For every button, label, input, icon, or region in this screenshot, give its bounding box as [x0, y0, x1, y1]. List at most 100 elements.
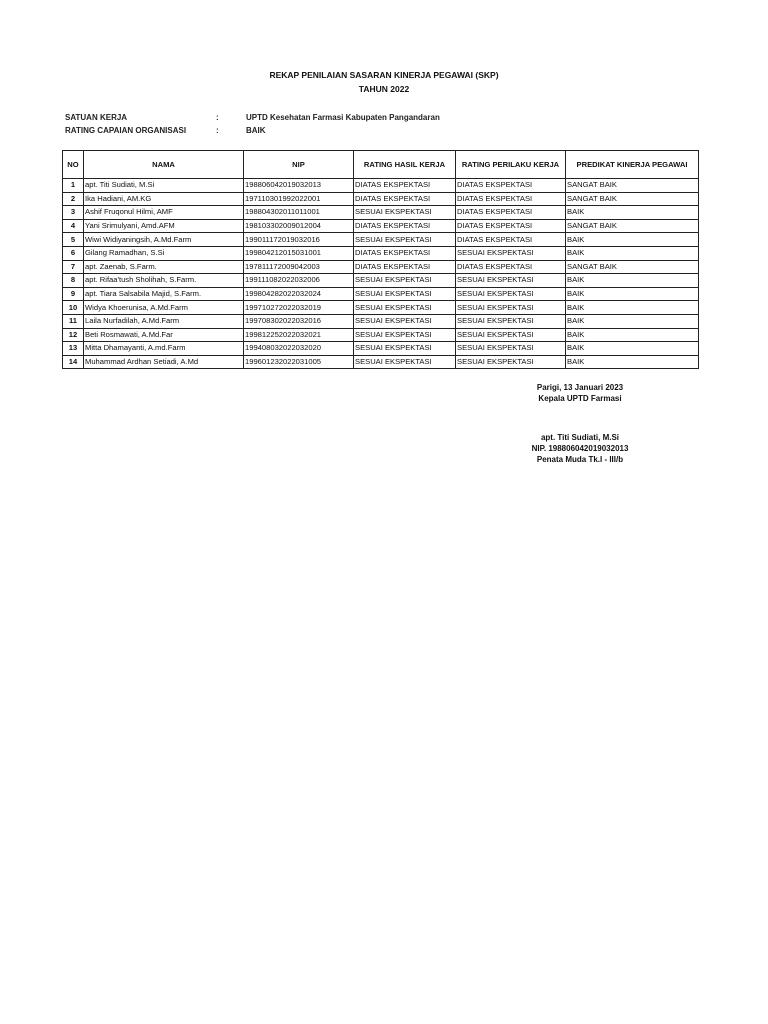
- cell-rating-perilaku-kerja: DIATAS EKSPEKTASI: [455, 259, 566, 275]
- header-rating-perilaku-kerja: RATING PERILAKU KERJA: [455, 150, 566, 179]
- info-value-satuan-kerja: UPTD Kesehatan Farmasi Kabupaten Pangand…: [246, 113, 440, 122]
- table-row: 13 Mitta Dhamayanti, A.md.Farm 19940803202…: [62, 341, 699, 356]
- cell-nama: apt. Tiara Salsabila Majid, S.Farm.: [83, 286, 244, 302]
- cell-rating-perilaku-kerja: SESUAI EKSPEKTASI: [455, 313, 566, 329]
- cell-rating-hasil-kerja: SESUAI EKSPEKTASI: [353, 232, 456, 247]
- cell-nama: apt. Rifaa'tush Sholihah, S.Farm.: [83, 273, 244, 288]
- cell-no: 7: [62, 259, 84, 275]
- cell-no: 10: [62, 300, 84, 315]
- header-nip: NIP: [243, 150, 354, 179]
- cell-predikat: BAIK: [565, 341, 699, 356]
- cell-rating-perilaku-kerja: DIATAS EKSPEKTASI: [455, 205, 566, 220]
- signature-name: apt. Titi Sudiati, M.Si: [540, 433, 620, 442]
- cell-predikat: BAIK: [565, 286, 699, 302]
- cell-nip: 199710272022032019: [243, 300, 354, 315]
- cell-rating-hasil-kerja: SESUAI EKSPEKTASI: [353, 354, 456, 370]
- table-row: 7 apt. Zaenab, S.Farm. 197811172009042003 D…: [62, 259, 699, 275]
- cell-no: 14: [62, 354, 84, 370]
- signature-nip: NIP. 198806042019032013: [531, 444, 629, 453]
- cell-predikat: BAIK: [565, 327, 699, 343]
- table-row: 12 Beti Rosmawati, A.Md.Far 19981225202203…: [62, 327, 699, 343]
- cell-nip: 198806042019032013: [243, 178, 354, 193]
- cell-nama: Mitta Dhamayanti, A.md.Farm: [83, 341, 244, 356]
- info-value-rating-organisasi: BAIK: [246, 126, 266, 135]
- cell-rating-perilaku-kerja: SESUAI EKSPEKTASI: [455, 300, 566, 315]
- cell-nip: 199111082022032006: [243, 273, 354, 288]
- signature-rank: Penata Muda Tk.I - III/b: [536, 455, 624, 464]
- skp-table: NO NAMA NIP RATING HASIL KERJA RATING PE…: [62, 150, 699, 370]
- signature-place-date: Parigi, 13 Januari 2023: [536, 383, 624, 392]
- table-row: 11 Laila Nurfadilah, A.Md.Farm 19970830202…: [62, 313, 699, 329]
- cell-nama: Muhammad Ardhan Setiadi, A.Md: [83, 354, 244, 370]
- cell-predikat: BAIK: [565, 205, 699, 220]
- cell-rating-hasil-kerja: SESUAI EKSPEKTASI: [353, 327, 456, 343]
- cell-predikat: BAIK: [565, 313, 699, 329]
- cell-nama: apt. Zaenab, S.Farm.: [83, 259, 244, 275]
- header-nama: NAMA: [83, 150, 244, 179]
- cell-nama: apt. Titi Sudiati, M.Si: [83, 178, 244, 193]
- cell-nip: 199804212015031001: [243, 245, 354, 261]
- table-header-row: NO NAMA NIP RATING HASIL KERJA RATING PE…: [62, 150, 699, 179]
- header-rating-hasil-kerja: RATING HASIL KERJA: [353, 150, 456, 179]
- table-row: 9 apt. Tiara Salsabila Majid, S.Farm. 1998…: [62, 286, 699, 302]
- cell-rating-hasil-kerja: SESUAI EKSPEKTASI: [353, 273, 456, 288]
- cell-nip: 197110301992022001: [243, 191, 354, 207]
- cell-nip: 198804302011011001: [243, 205, 354, 220]
- document-subtitle: TAHUN 2022: [358, 84, 410, 94]
- cell-rating-hasil-kerja: DIATAS EKSPEKTASI: [353, 218, 456, 234]
- cell-nama: Beti Rosmawati, A.Md.Far: [83, 327, 244, 343]
- cell-nama: Gilang Ramadhan, S.Si: [83, 245, 244, 261]
- cell-rating-perilaku-kerja: DIATAS EKSPEKTASI: [455, 178, 566, 193]
- cell-no: 4: [62, 218, 84, 234]
- cell-rating-hasil-kerja: SESUAI EKSPEKTASI: [353, 205, 456, 220]
- cell-rating-hasil-kerja: SESUAI EKSPEKTASI: [353, 286, 456, 302]
- cell-predikat: SANGAT BAIK: [565, 191, 699, 207]
- cell-no: 13: [62, 341, 84, 356]
- signature-position: Kepala UPTD Farmasi: [538, 394, 622, 403]
- cell-rating-perilaku-kerja: SESUAI EKSPEKTASI: [455, 354, 566, 370]
- cell-nama: Wiwi Widiyaningsih, A.Md.Farm: [83, 232, 244, 247]
- info-sep: :: [216, 113, 219, 122]
- table-row: 1 apt. Titi Sudiati, M.Si 1988060420190320…: [62, 178, 699, 193]
- cell-rating-perilaku-kerja: SESUAI EKSPEKTASI: [455, 273, 566, 288]
- table-row: 4 Yani Srimulyani, Amd.AFM 198103302009012…: [62, 218, 699, 234]
- cell-no: 6: [62, 245, 84, 261]
- cell-no: 1: [62, 178, 84, 193]
- table-row: 8 apt. Rifaa'tush Sholihah, S.Farm. 199111…: [62, 273, 699, 288]
- cell-nip: 197811172009042003: [243, 259, 354, 275]
- cell-predikat: BAIK: [565, 232, 699, 247]
- header-no: NO: [62, 150, 84, 179]
- table-row: 14 Muhammad Ardhan Setiadi, A.Md 199601232…: [62, 354, 699, 370]
- cell-no: 2: [62, 191, 84, 207]
- cell-predikat: BAIK: [565, 354, 699, 370]
- document-title: REKAP PENILAIAN SASARAN KINERJA PEGAWAI …: [269, 70, 499, 80]
- cell-no: 9: [62, 286, 84, 302]
- cell-rating-perilaku-kerja: SESUAI EKSPEKTASI: [455, 327, 566, 343]
- cell-no: 8: [62, 273, 84, 288]
- cell-nip: 199812252022032021: [243, 327, 354, 343]
- cell-predikat: BAIK: [565, 273, 699, 288]
- cell-no: 12: [62, 327, 84, 343]
- cell-nama: Ashif Fruqonul Hilmi, AMF: [83, 205, 244, 220]
- cell-no: 5: [62, 232, 84, 247]
- cell-rating-hasil-kerja: DIATAS EKSPEKTASI: [353, 191, 456, 207]
- table-row: 5 Wiwi Widiyaningsih, A.Md.Farm 1990111720…: [62, 232, 699, 247]
- cell-rating-perilaku-kerja: SESUAI EKSPEKTASI: [455, 286, 566, 302]
- cell-nama: Yani Srimulyani, Amd.AFM: [83, 218, 244, 234]
- cell-predikat: SANGAT BAIK: [565, 259, 699, 275]
- table-row: 6 Gilang Ramadhan, S.Si 199804212015031001…: [62, 245, 699, 261]
- cell-rating-perilaku-kerja: DIATAS EKSPEKTASI: [455, 191, 566, 207]
- cell-nip: 199804282022032024: [243, 286, 354, 302]
- cell-rating-hasil-kerja: SESUAI EKSPEKTASI: [353, 341, 456, 356]
- cell-rating-perilaku-kerja: DIATAS EKSPEKTASI: [455, 232, 566, 247]
- cell-nip: 199601232022031005: [243, 354, 354, 370]
- cell-nip: 199011172019032016: [243, 232, 354, 247]
- cell-rating-hasil-kerja: DIATAS EKSPEKTASI: [353, 245, 456, 261]
- cell-rating-hasil-kerja: SESUAI EKSPEKTASI: [353, 313, 456, 329]
- info-label-rating-organisasi: RATING CAPAIAN ORGANISASI: [65, 126, 187, 135]
- cell-predikat: SANGAT BAIK: [565, 178, 699, 193]
- cell-rating-hasil-kerja: DIATAS EKSPEKTASI: [353, 178, 456, 193]
- cell-predikat: SANGAT BAIK: [565, 218, 699, 234]
- cell-predikat: BAIK: [565, 300, 699, 315]
- cell-rating-perilaku-kerja: SESUAI EKSPEKTASI: [455, 245, 566, 261]
